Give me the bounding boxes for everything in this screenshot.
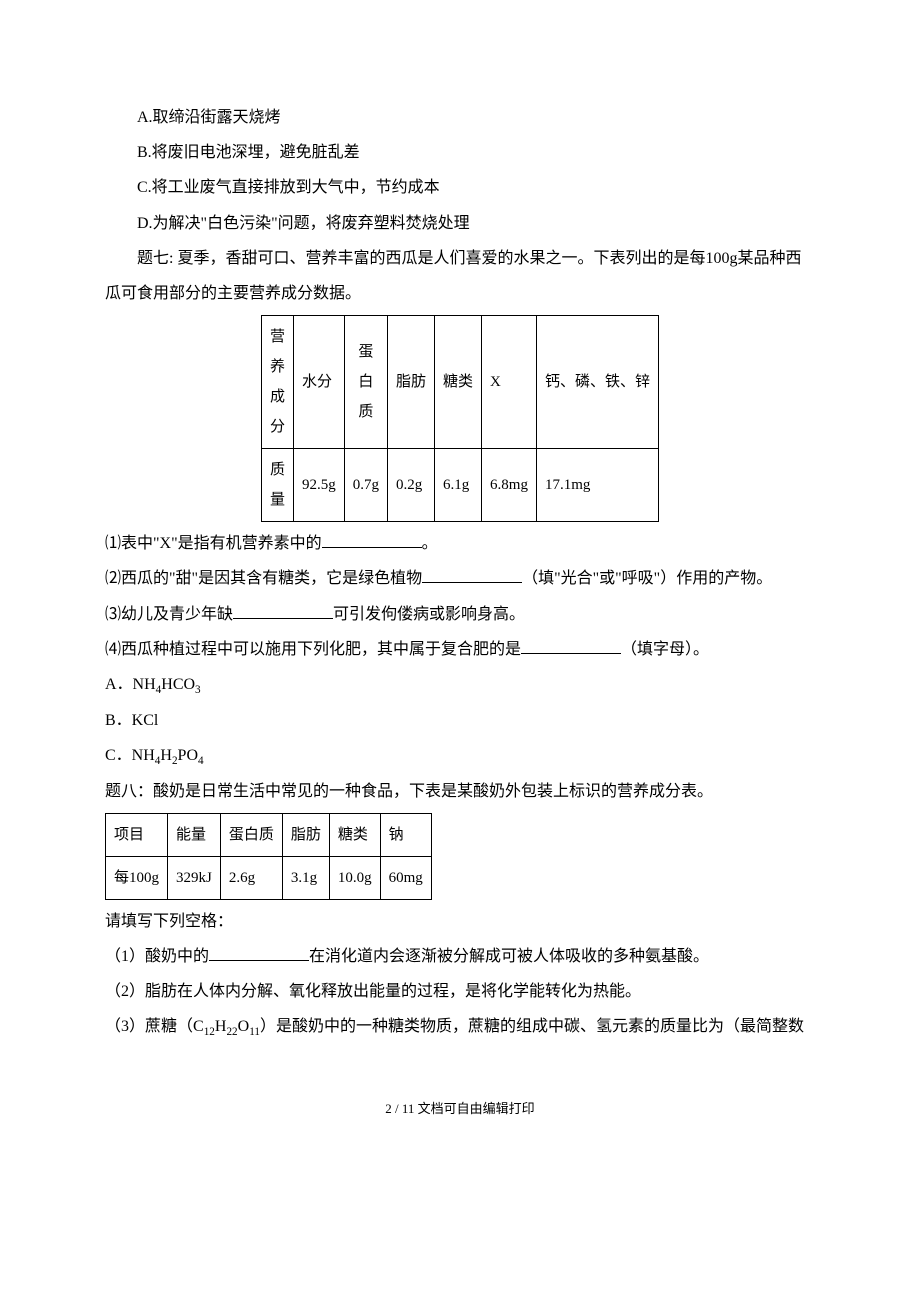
q7-intro: 题七: 夏季，香甜可口、营养丰富的西瓜是人们喜爱的水果之一。下表列出的是每100… [105,241,815,311]
option-d: D.为解决"白色污染"问题，将废弃塑料焚烧处理 [105,206,815,241]
q7-v-minerals: 17.1mg [536,449,658,522]
option-b: B.将废旧电池深埋，避免脏乱差 [105,135,815,170]
q8-table: 项目 能量 蛋白质 脂肪 糖类 钠 每100g 329kJ 2.6g 3.1g … [105,813,432,900]
blank [422,567,522,583]
q8-intro: 题八：酸奶是日常生活中常见的一种食品，下表是某酸奶外包装上标识的营养成分表。 [105,774,815,809]
q7-v-sugar: 6.1g [435,449,482,522]
option-a: A.取缔沿街露天烧烤 [105,100,815,135]
q7-h-minerals: 钙、磷、铁、锌 [536,316,658,449]
q7-v-water: 92.5g [294,449,345,522]
blank [521,638,621,654]
q8-h0: 项目 [106,813,168,856]
q8-v2: 2.6g [220,856,282,899]
q8-v3: 3.1g [282,856,329,899]
page-footer: 2 / 11 文档可自由编辑打印 [105,1095,815,1124]
q7-h-x: X [482,316,537,449]
q8-prompt: 请填写下列空格： [105,904,815,939]
blank [209,945,309,961]
q8-h1: 能量 [168,813,221,856]
q8-p3: （3）蔗糖（C12H22O11）是酸奶中的一种糖类物质，蔗糖的组成中碳、氢元素的… [105,1009,815,1045]
q7-v-x: 6.8mg [482,449,537,522]
q8-h5: 钠 [380,813,431,856]
q8-v4: 10.0g [329,856,380,899]
q7-p1: ⑴表中"X"是指有机营养素中的。 [105,526,815,561]
q7-p2: ⑵西瓜的"甜"是因其含有糖类，它是绿色植物（填"光合"或"呼吸"）作用的产物。 [105,561,815,596]
option-c: C.将工业废气直接排放到大气中，节约成本 [105,170,815,205]
q8-v5: 60mg [380,856,431,899]
q7-opt-a: A．NH4HCO3 [105,667,815,703]
q7-row1-label: 营 养 成 分 [262,316,294,449]
q8-p2: （2）脂肪在人体内分解、氧化释放出能量的过程，是将化学能转化为热能。 [105,974,815,1009]
q8-h4: 糖类 [329,813,380,856]
q8-v0: 每100g [106,856,168,899]
q7-p4: ⑷西瓜种植过程中可以施用下列化肥，其中属于复合肥的是（填字母）。 [105,632,815,667]
blank [322,532,422,548]
q8-h2: 蛋白质 [220,813,282,856]
q7-h-water: 水分 [294,316,345,449]
q7-v-protein: 0.7g [344,449,387,522]
q8-v1: 329kJ [168,856,221,899]
q7-h-sugar: 糖类 [435,316,482,449]
q7-v-fat: 0.2g [388,449,435,522]
q7-opt-b: B．KCl [105,703,815,738]
q8-h3: 脂肪 [282,813,329,856]
q7-opt-c: C．NH4H2PO4 [105,738,815,774]
q7-h-fat: 脂肪 [388,316,435,449]
q7-table: 营 养 成 分 水分 蛋 白 质 脂肪 糖类 X 钙、磷、铁、锌 质 量 92.… [261,315,659,522]
q7-p3: ⑶幼儿及青少年缺可引发佝偻病或影响身高。 [105,597,815,632]
q8-p1: （1）酸奶中的在消化道内会逐渐被分解成可被人体吸收的多种氨基酸。 [105,939,815,974]
q7-row2-label: 质 量 [262,449,294,522]
blank [233,603,333,619]
q7-h-protein: 蛋 白 质 [344,316,387,449]
